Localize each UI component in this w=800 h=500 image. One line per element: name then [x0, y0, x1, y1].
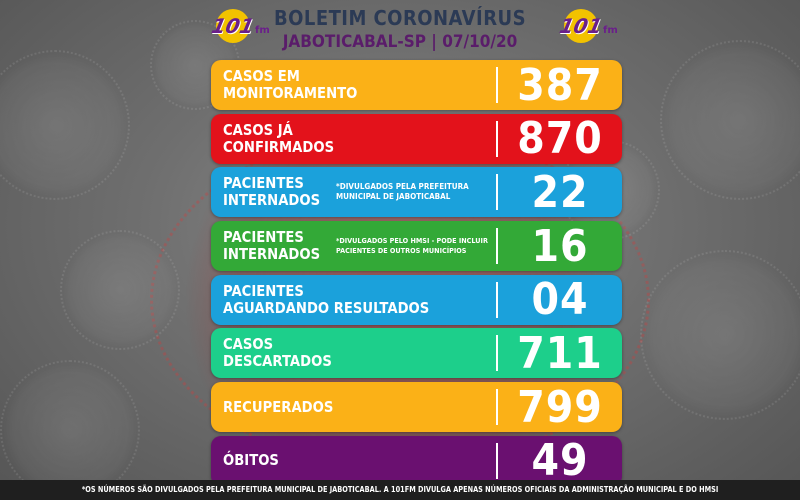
footer-disclaimer: *OS NÚMEROS SÃO DIVULGADOS PELA PREFEITU…: [0, 480, 800, 500]
stat-row-monitoring: CASOS EM MONITORAMENTO 387: [211, 60, 622, 110]
divider: [496, 442, 498, 479]
logo-disc: [216, 9, 250, 43]
virus-illustration: [0, 360, 140, 500]
stat-row-hospitalized-hmsi: PACIENTES INTERNADOS *DIVULGADOS PELO HM…: [211, 221, 622, 272]
stat-row-confirmed: CASOS JÁ CONFIRMADOS 870: [211, 113, 622, 164]
stat-value: 16: [531, 221, 589, 272]
divider: [496, 174, 498, 211]
radio-logo-left: 101 fm: [210, 8, 270, 44]
virus-illustration: [640, 250, 800, 420]
stat-label: PACIENTES INTERNADOS: [223, 167, 320, 217]
virus-illustration: [660, 40, 800, 200]
stat-label-line: MONITORAMENTO: [223, 84, 358, 102]
stat-note-line: MUNICIPAL DE JABOTICABAL: [336, 192, 451, 202]
stat-label-line: INTERNADOS: [223, 245, 321, 264]
stat-label: PACIENTES AGUARDANDO RESULTADOS: [223, 275, 429, 325]
stat-note-line: *DIVULGADOS PELA PREFEITURA: [336, 182, 469, 192]
divider: [496, 120, 498, 157]
stat-label: CASOS JÁ CONFIRMADOS: [223, 114, 334, 164]
stat-value: 387: [517, 60, 603, 110]
page-subtitle: JABOTICABAL-SP | 07/10/20: [282, 32, 518, 52]
radio-logo-right: 101 fm: [557, 8, 618, 44]
stat-label: ÓBITOS: [223, 436, 279, 486]
stat-label-line: INTERNADOS: [223, 191, 321, 210]
stat-label-line: CASOS EM: [223, 67, 300, 85]
stat-note-line: PACIENTES DE OUTROS MUNICÍPIOS: [336, 246, 467, 256]
stat-row-deaths: ÓBITOS 49: [211, 435, 622, 486]
stat-note: *DIVULGADOS PELA PREFEITURA MUNICIPAL DE…: [336, 167, 485, 217]
logo-disc: [564, 9, 598, 43]
stat-label-line: CONFIRMADOS: [223, 137, 335, 156]
stat-row-discarded: CASOS DESCARTADOS 711: [211, 328, 622, 379]
stat-label: PACIENTES INTERNADOS: [223, 221, 320, 271]
stat-label-line: ÓBITOS: [223, 451, 279, 470]
stat-value: 711: [517, 328, 603, 379]
stat-value: 870: [517, 113, 603, 164]
stat-note-line: *DIVULGADOS PELO HMSI - PODE INCLUIR: [336, 236, 488, 246]
page-title: BOLETIM CORONAVÍRUS: [273, 6, 526, 30]
stat-row-awaiting-results: PACIENTES AGUARDANDO RESULTADOS 04: [211, 274, 622, 325]
stat-label-line: CASOS: [223, 335, 274, 354]
divider: [496, 228, 498, 265]
logo-suffix: fm: [254, 24, 270, 36]
stat-label-line: DESCARTADOS: [223, 352, 332, 371]
virus-illustration: [0, 50, 130, 200]
stat-note: *DIVULGADOS PELO HMSI - PODE INCLUIR PAC…: [336, 221, 516, 271]
stat-label-line: RECUPERADOS: [223, 397, 334, 416]
stat-value: 799: [517, 382, 603, 433]
divider: [496, 281, 498, 318]
stat-label: RECUPERADOS: [223, 382, 333, 432]
stat-label: CASOS EM MONITORAMENTO: [223, 60, 357, 110]
stat-label-line: AGUARDANDO RESULTADOS: [223, 298, 430, 317]
stat-label: CASOS DESCARTADOS: [223, 328, 332, 378]
footer-text: *OS NÚMEROS SÃO DIVULGADOS PELA PREFEITU…: [81, 485, 719, 494]
stat-label-line: PACIENTES: [223, 174, 304, 193]
stat-value: 22: [531, 167, 589, 218]
logo-text: 101: [557, 14, 605, 38]
divider: [496, 389, 498, 426]
stat-row-recovered: RECUPERADOS 799: [211, 382, 622, 433]
header: 101 fm BOLETIM CORONAVÍRUS JABOTICABAL-S…: [0, 0, 800, 58]
stat-value: 49: [531, 435, 589, 486]
stats-list: CASOS EM MONITORAMENTO 387 CASOS JÁ CONF…: [211, 60, 622, 490]
stat-label-line: PACIENTES: [223, 228, 304, 247]
divider: [496, 335, 498, 372]
stat-row-hospitalized-city: PACIENTES INTERNADOS *DIVULGADOS PELA PR…: [211, 167, 622, 218]
stat-value: 04: [531, 274, 589, 325]
divider: [496, 67, 498, 103]
stat-label-line: CASOS JÁ: [223, 120, 293, 139]
stat-label-line: PACIENTES: [223, 281, 304, 300]
logo-suffix: fm: [602, 24, 618, 36]
virus-illustration: [60, 230, 180, 350]
